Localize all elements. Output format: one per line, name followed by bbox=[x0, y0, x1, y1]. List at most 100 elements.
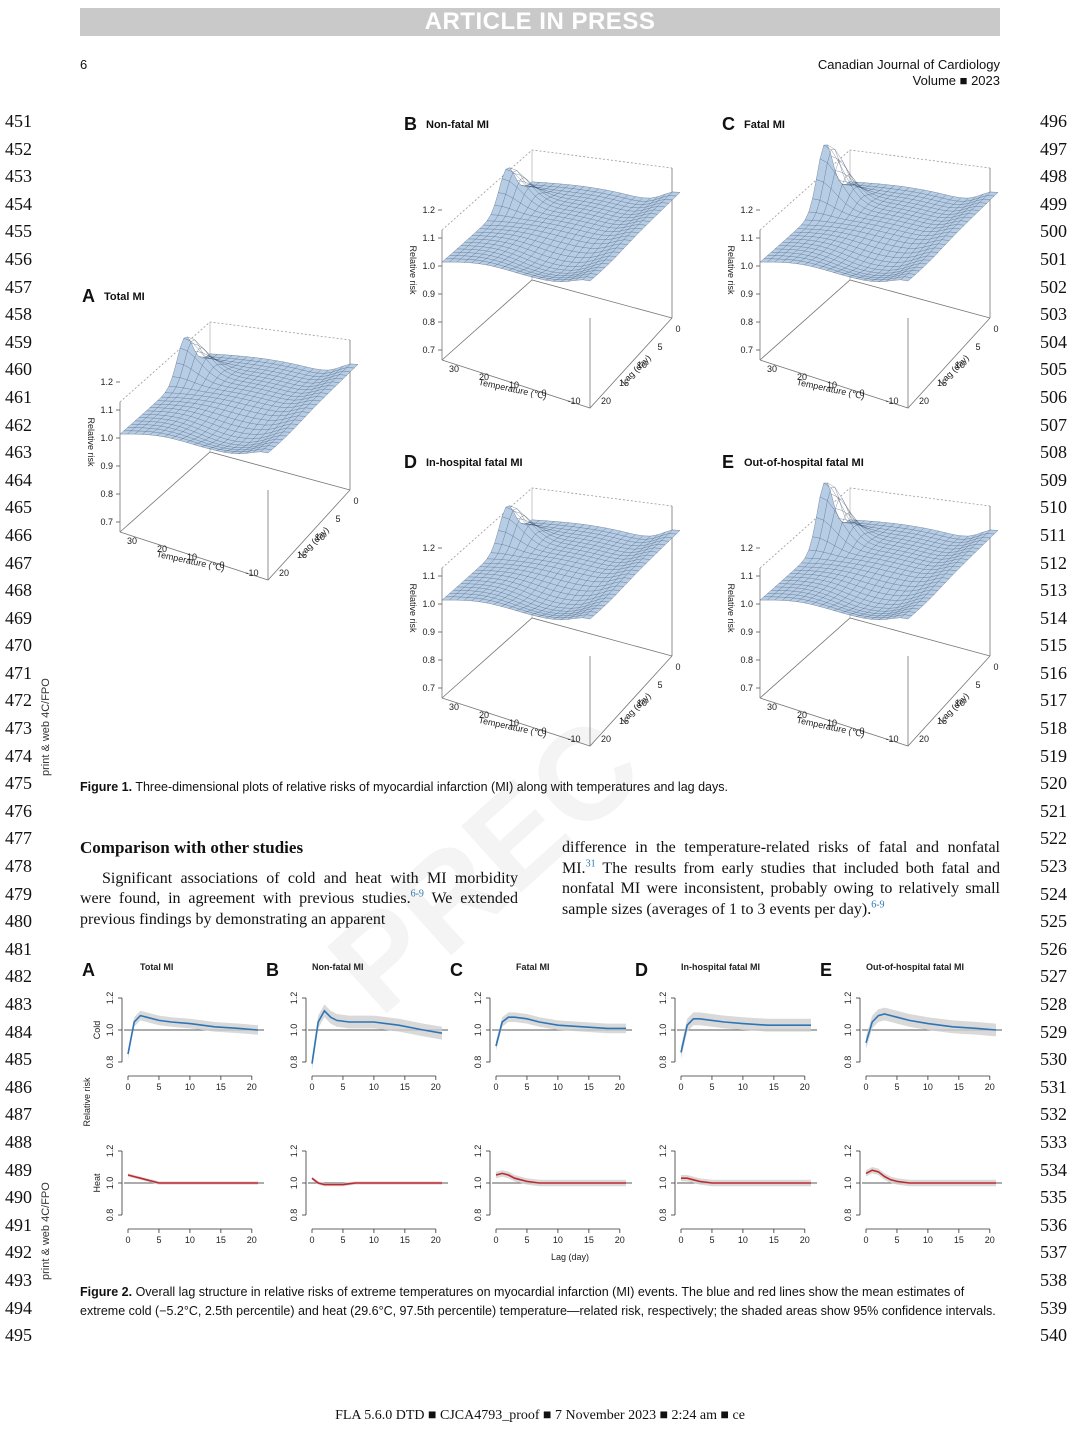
line-number: 452 bbox=[5, 138, 32, 159]
x-tick-label: 20 bbox=[247, 1082, 257, 1092]
line-number: 500 bbox=[1040, 221, 1067, 242]
x-tick-label: 10 bbox=[185, 1082, 195, 1092]
z-tick-label: 1.0 bbox=[422, 599, 435, 609]
temperature-tick-label: 10 bbox=[509, 718, 519, 728]
panel-letter: E bbox=[722, 452, 734, 472]
y-tick-label: 1.0 bbox=[473, 1177, 483, 1190]
panel-letter: A bbox=[82, 960, 95, 980]
citation-link[interactable]: 6-9 bbox=[871, 899, 885, 911]
x-tick-label: 0 bbox=[678, 1082, 683, 1092]
confidence-band bbox=[681, 1012, 811, 1059]
surface-fill bbox=[442, 505, 680, 620]
line-number: 484 bbox=[5, 1021, 32, 1042]
temperature-tick-label: -10 bbox=[567, 734, 580, 744]
z-tick-label: 1.2 bbox=[740, 205, 753, 215]
row-label-heat: Heat bbox=[92, 1173, 102, 1193]
line-number: 522 bbox=[1040, 828, 1067, 849]
temperature-tick-label: 20 bbox=[479, 710, 489, 720]
temperature-tick-label: 20 bbox=[157, 544, 167, 554]
y-tick-label: 1.0 bbox=[658, 1024, 668, 1037]
z-tick-label: 0.9 bbox=[740, 627, 753, 637]
x-tick-label: 5 bbox=[894, 1082, 899, 1092]
y-tick-label: 1.0 bbox=[843, 1177, 853, 1190]
line-number: 494 bbox=[5, 1297, 32, 1318]
series-line-cold bbox=[680, 1018, 811, 1053]
lag-tick-label: 15 bbox=[619, 716, 629, 726]
y-tick-label: 0.8 bbox=[843, 1056, 853, 1069]
y-tick-label: 1.2 bbox=[658, 1145, 668, 1158]
line-number: 533 bbox=[1040, 1131, 1067, 1152]
series-line-heat bbox=[681, 1177, 811, 1184]
x-tick-label: 20 bbox=[615, 1235, 625, 1245]
x-tick-label: 15 bbox=[584, 1082, 594, 1092]
line-number: 510 bbox=[1040, 497, 1067, 518]
temperature-tick-label: 0 bbox=[859, 388, 864, 398]
line-number: 489 bbox=[5, 1159, 32, 1180]
line-number: 501 bbox=[1040, 248, 1067, 269]
y-tick-label: 1.0 bbox=[289, 1177, 299, 1190]
lag-tick-label: 5 bbox=[657, 680, 662, 690]
x-tick-label: 10 bbox=[369, 1082, 379, 1092]
line-number: 470 bbox=[5, 635, 32, 656]
line-number: 486 bbox=[5, 1076, 32, 1097]
paragraph-right-text-2: The results from early studies that incl… bbox=[562, 859, 1000, 918]
paragraph-left-text: Significant associations of cold and hea… bbox=[80, 869, 518, 908]
y-tick-label: 1.2 bbox=[473, 1145, 483, 1158]
line-number: 502 bbox=[1040, 276, 1067, 297]
line-number: 513 bbox=[1040, 580, 1067, 601]
line-number: 505 bbox=[1040, 359, 1067, 380]
z-axis-label: Relative risk bbox=[726, 583, 736, 633]
temperature-tick-label: 0 bbox=[219, 560, 224, 570]
z-tick-label: 0.8 bbox=[740, 317, 753, 327]
lag-tick-label: 10 bbox=[637, 698, 647, 708]
z-tick-label: 1.2 bbox=[422, 205, 435, 215]
line-number: 487 bbox=[5, 1104, 32, 1125]
line-number: 503 bbox=[1040, 304, 1067, 325]
line-number: 536 bbox=[1040, 1214, 1067, 1235]
y-tick-label: 0.8 bbox=[289, 1056, 299, 1069]
line-number: 521 bbox=[1040, 800, 1067, 821]
y-tick-label: 1.2 bbox=[289, 1145, 299, 1158]
temperature-tick-label: 0 bbox=[541, 388, 546, 398]
temperature-tick-label: 0 bbox=[541, 726, 546, 736]
line-number: 526 bbox=[1040, 938, 1067, 959]
line-number: 517 bbox=[1040, 690, 1067, 711]
z-tick-label: 0.7 bbox=[422, 345, 435, 355]
x-tick-label: 20 bbox=[800, 1235, 810, 1245]
proof-footer: FLA 5.6.0 DTD ■ CJCA4793_proof ■ 7 Novem… bbox=[335, 1408, 745, 1423]
line-number: 525 bbox=[1040, 911, 1067, 932]
panel-letter: C bbox=[450, 960, 463, 980]
temperature-tick-label: 30 bbox=[767, 364, 777, 374]
z-axis-label: Relative risk bbox=[86, 417, 96, 467]
line-number: 472 bbox=[5, 690, 32, 711]
box-floor bbox=[759, 279, 991, 409]
panel-letter: B bbox=[404, 114, 417, 134]
paragraph-right-text-1: difference in the temperature-related ri… bbox=[562, 839, 1000, 877]
z-tick-label: 0.7 bbox=[740, 345, 753, 355]
lag-tick-label: 0 bbox=[353, 496, 358, 506]
lag-tick-label: 10 bbox=[637, 360, 647, 370]
lag-tick-label: 15 bbox=[619, 378, 629, 388]
line-number: 466 bbox=[5, 524, 32, 545]
line-number: 504 bbox=[1040, 331, 1067, 352]
lag-tick-label: 0 bbox=[675, 324, 680, 334]
line-number: 453 bbox=[5, 166, 32, 187]
y-tick-label: 1.2 bbox=[289, 992, 299, 1005]
lag-tick-label: 5 bbox=[657, 342, 662, 352]
x-tick-label: 15 bbox=[954, 1235, 964, 1245]
z-tick-label: 1.0 bbox=[100, 433, 113, 443]
z-tick-label: 0.9 bbox=[422, 627, 435, 637]
surface-fill bbox=[120, 336, 358, 454]
y-tick-label: 0.8 bbox=[289, 1209, 299, 1222]
citation-link[interactable]: 31 bbox=[585, 858, 596, 870]
line-numbers-left: 451 452 453 454 455 456 457 458 459 460 461 462 463 4… bbox=[0, 108, 32, 1350]
panel-title: Fatal MI bbox=[516, 962, 550, 972]
lag-tick-label: 20 bbox=[919, 396, 929, 406]
line-number: 512 bbox=[1040, 552, 1067, 573]
line-number: 498 bbox=[1040, 166, 1067, 187]
surface-mesh bbox=[119, 336, 359, 454]
figure-1-caption: Figure 1. Three-dimensional plots of rel… bbox=[80, 778, 1000, 797]
line-number: 529 bbox=[1040, 1021, 1067, 1042]
lag-tick-label: 20 bbox=[919, 734, 929, 744]
citation-link[interactable]: 6-9 bbox=[410, 888, 424, 900]
